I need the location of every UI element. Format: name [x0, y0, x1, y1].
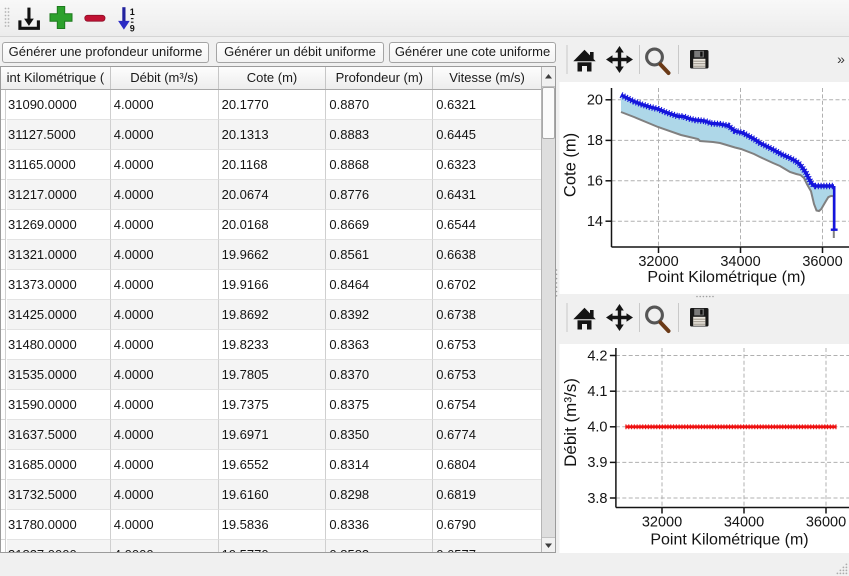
svg-text:»: »	[837, 51, 845, 67]
svg-text:32000: 32000	[642, 515, 682, 531]
svg-text:9: 9	[130, 23, 135, 33]
svg-text:Cote (m): Cote (m)	[562, 133, 580, 197]
svg-text:Débit (m³/s): Débit (m³/s)	[561, 378, 580, 467]
svg-text:Point Kilométrique (m): Point Kilométrique (m)	[650, 532, 808, 549]
svg-text:3.8: 3.8	[587, 491, 607, 507]
svg-text:36000: 36000	[806, 515, 846, 531]
svg-text:34000: 34000	[720, 254, 760, 270]
svg-text:36000: 36000	[802, 254, 842, 270]
svg-text:Point Kilométrique (m): Point Kilométrique (m)	[647, 269, 805, 286]
svg-text:4.0: 4.0	[587, 420, 607, 436]
svg-text:4.1: 4.1	[587, 384, 607, 400]
svg-text:16: 16	[587, 174, 603, 190]
svg-text:14: 14	[587, 214, 603, 230]
svg-text:32000: 32000	[638, 254, 678, 270]
svg-text:34000: 34000	[724, 515, 764, 531]
svg-text:4.2: 4.2	[587, 348, 607, 364]
svg-text:3.9: 3.9	[587, 455, 607, 471]
svg-text:18: 18	[587, 133, 603, 149]
svg-text:20: 20	[587, 93, 603, 109]
svg-text:1: 1	[130, 7, 135, 17]
